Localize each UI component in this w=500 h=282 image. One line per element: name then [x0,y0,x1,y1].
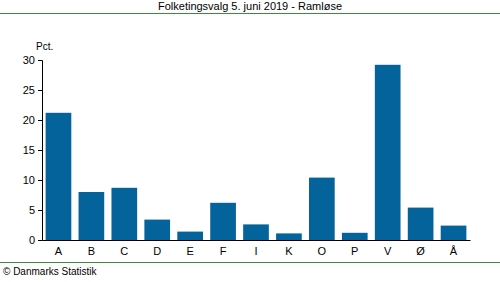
x-tick-label: I [254,245,257,257]
y-tick-mark [38,240,42,241]
x-tick-label: O [318,245,327,257]
bar [79,192,105,240]
x-tick: O [318,240,327,257]
bar [210,203,236,240]
bar [342,233,368,240]
y-tick-mark [38,210,42,211]
bar [309,178,335,240]
bars [46,65,467,240]
bar [46,113,72,240]
y-tick-mark [38,180,42,181]
x-tick-label: Å [450,245,458,257]
x-axis: ABCDEFIKOPVØÅ [43,240,471,257]
bar [375,65,401,240]
bar [144,220,170,240]
y-tick-label: 5 [29,204,35,216]
bar [441,226,467,240]
x-tick: Ø [416,240,425,257]
y-tick: 15 [23,144,42,156]
y-tick-mark [38,90,42,91]
y-tick: 25 [23,84,42,96]
y-tick-label: 30 [23,54,35,66]
x-tick-label: K [285,245,293,257]
y-tick: 20 [23,114,42,126]
y-tick: 0 [29,234,42,246]
bar [177,232,203,240]
x-tick: P [351,240,358,257]
y-tick-label: 0 [29,234,35,246]
x-tick-label: D [153,245,161,257]
x-tick: V [384,240,392,257]
x-tick-label: E [186,245,193,257]
y-tick: 5 [29,204,42,216]
x-tick: K [285,240,293,257]
source: © Danmarks Statistik [3,266,98,277]
x-tick: C [120,240,128,257]
x-tick: I [254,240,257,257]
x-tick-label: Ø [416,245,425,257]
x-tick: B [88,240,95,257]
y-axis: 0 5 10 15 20 25 30 [23,54,43,246]
bar [408,208,434,240]
title-rule [0,13,500,14]
x-tick: A [55,240,63,257]
x-tick-label: V [384,245,392,257]
x-tick-label: A [55,245,63,257]
bar [276,233,302,240]
chart: Folketingsvalg 5. juni 2019 - Ramløse © D… [0,0,500,282]
y-tick: 10 [23,174,42,186]
x-tick: Å [450,240,458,257]
y-tick-mark [38,150,42,151]
y-tick-label: 10 [23,174,35,186]
y-tick: 30 [23,54,42,66]
y-tick-label: 15 [23,144,35,156]
bar [111,188,137,240]
plot: 0 5 10 15 20 25 30 A B C D E F I K O P V Ø Å [23,54,471,257]
bar [243,224,269,240]
x-tick: D [153,240,161,257]
y-tick-label: 20 [23,114,35,126]
x-tick-label: F [220,245,227,257]
x-tick: E [186,240,193,257]
y-tick-mark [38,60,42,61]
footer-rule [0,262,500,263]
y-tick-mark [38,120,42,121]
x-tick-label: C [120,245,128,257]
title: Folketingsvalg 5. juni 2019 - Ramløse [158,0,342,12]
y-axis-line [38,61,43,241]
x-tick: F [220,240,227,257]
x-tick-label: P [351,245,358,257]
x-axis-line [43,240,471,241]
y-tick-label: 25 [23,84,35,96]
x-tick-label: B [88,245,95,257]
y-label: Pct. [36,41,53,52]
